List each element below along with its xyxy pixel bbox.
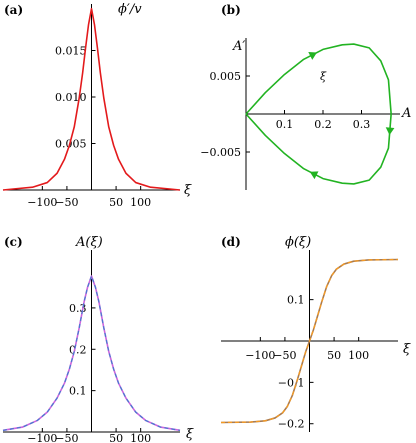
panel-c-label: (c)	[4, 235, 23, 249]
x-tick-label: 0.2	[314, 118, 332, 131]
x-tick-label: 100	[130, 432, 151, 443]
panel-c-xlabel: ξ	[186, 427, 194, 442]
y-tick-label: 0.005	[210, 70, 242, 83]
panel-c-ylabel: A(ξ)	[75, 235, 103, 250]
panel-d-xlabel: ξ	[403, 342, 411, 357]
annotation-label: ξ	[320, 70, 327, 83]
x-tick-label: −50	[273, 349, 296, 362]
panel-d-plot: −100−50 50 100 0.1 −0.1 −0.2	[220, 250, 399, 432]
y-tick-label: 0.2	[69, 343, 87, 356]
x-tick-label: 50	[109, 432, 123, 443]
x-tick-label: 50	[109, 196, 123, 209]
y-tick-label: −0.1	[278, 376, 305, 389]
panel-b-label: (b)	[221, 3, 241, 17]
y-tick-label: 0.005	[55, 138, 87, 151]
panel-b-plot: 0.1 0.2 0.3 0.005 −0.005 ξ	[200, 38, 400, 190]
panel-a-xlabel: ξ	[184, 183, 192, 198]
panel-a-plot: −100−50 50 100 0.005 0.010 0.015	[2, 4, 181, 209]
x-tick-label: −100	[27, 432, 57, 443]
y-tick-label: −0.005	[200, 146, 241, 159]
panel-b-ylabel: A′	[232, 39, 245, 54]
x-tick-label: 0.3	[353, 118, 371, 131]
series-line-1	[220, 258, 399, 424]
panel-d-ylabel: ϕ(ξ)	[285, 235, 311, 250]
y-tick-label: 0.015	[55, 45, 87, 58]
x-tick-label: −100	[27, 196, 57, 209]
panel-d-label: (d)	[221, 235, 241, 249]
panel-a-label: (a)	[4, 3, 23, 17]
y-tick-label: −0.2	[278, 418, 305, 431]
x-tick-label: 100	[348, 349, 369, 362]
x-tick-label: −100	[245, 349, 275, 362]
y-tick-label: 0.1	[287, 294, 305, 307]
y-tick-label: 0.010	[55, 91, 87, 104]
panel-d: (d) ϕ(ξ) ξ −100−50 50 100 0.1 −0.1 −0.2	[220, 235, 411, 432]
panel-a-ylabel: ϕ′/v	[118, 2, 142, 17]
x-tick-label: 0.1	[276, 118, 294, 131]
direction-arrow	[308, 52, 317, 60]
x-tick-label: 100	[130, 196, 151, 209]
direction-arrow	[309, 171, 319, 180]
x-tick-label: −50	[55, 196, 78, 209]
series-line-0	[2, 275, 181, 432]
panel-b-xlabel: A	[401, 106, 411, 121]
series-line-0	[2, 7, 181, 191]
y-tick-label: 0.1	[69, 385, 87, 398]
direction-arrow	[385, 127, 395, 136]
x-tick-label: 50	[327, 349, 341, 362]
x-tick-label: −50	[55, 432, 78, 443]
panel-b: (b) A′ A 0.1 0.2 0.3 0.005 −0.005 ξ	[200, 3, 411, 190]
panel-a: (a) ϕ′/v ξ −100−50 50 100 0.005 0.010 0.015	[2, 2, 192, 209]
